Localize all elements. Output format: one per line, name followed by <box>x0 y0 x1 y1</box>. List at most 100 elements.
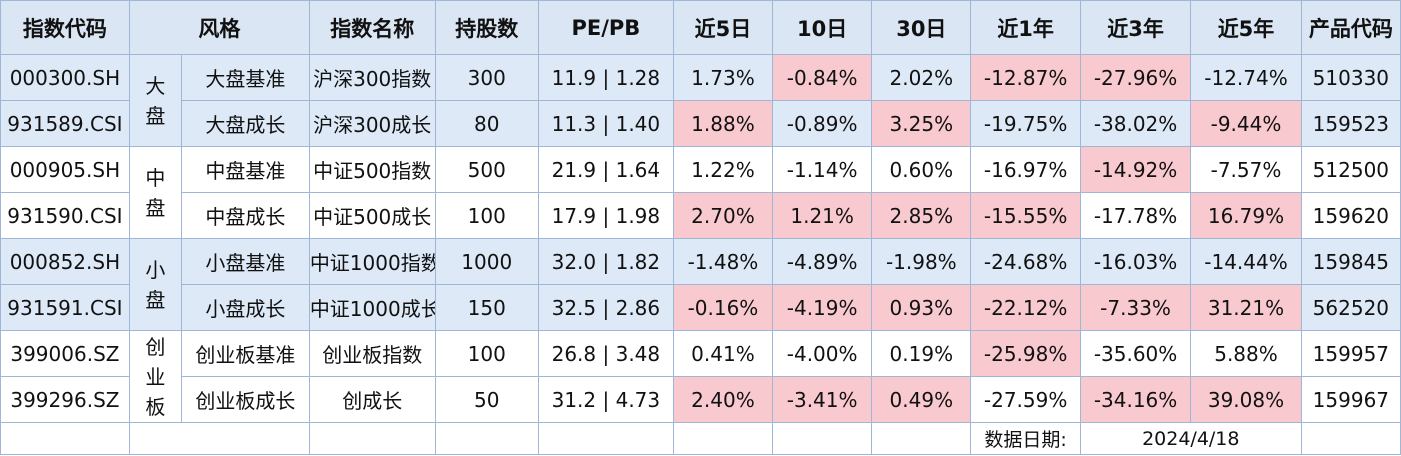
product-code: 562520 <box>1300 284 1401 331</box>
header-style: 风格 <box>128 0 310 55</box>
return-10d: -4.19% <box>772 284 873 331</box>
holdings: 100 <box>434 192 539 239</box>
header-3y: 近3年 <box>1079 0 1192 55</box>
pe-pb: 11.9 | 1.28 <box>537 54 674 101</box>
pe-pb: 32.0 | 1.82 <box>537 238 674 285</box>
return-1y: -24.68% <box>970 238 1081 285</box>
footer-row: 数据日期: 2024/4/18 <box>0 422 1401 455</box>
holdings: 100 <box>434 330 539 377</box>
footer-empty <box>128 422 310 455</box>
product-code: 159967 <box>1300 376 1401 423</box>
table-row: 399006.SZ 创 业 板 创业板基准 创业板指数 100 26.8 | 3… <box>0 330 1401 423</box>
table-row: 000300.SH 大 盘 大盘基准 沪深300指数 300 11.9 | 1.… <box>0 54 1401 147</box>
pe-pb: 26.8 | 3.48 <box>537 330 674 377</box>
return-30d: 0.49% <box>871 376 972 423</box>
header-holdings: 持股数 <box>434 0 539 55</box>
index-code: 000852.SH <box>0 238 130 285</box>
return-3y: -27.96% <box>1079 54 1192 101</box>
sub-style: 大盘基准 <box>180 54 310 101</box>
index-code: 931591.CSI <box>0 284 130 331</box>
table-row: 000905.SH 中 盘 中盘基准 中证500指数 500 21.9 | 1.… <box>0 146 1401 239</box>
return-3y: -16.03% <box>1079 238 1192 285</box>
pe-pb: 11.3 | 1.40 <box>537 100 674 147</box>
index-name: 创成长 <box>308 376 436 423</box>
index-name: 创业板指数 <box>308 330 436 377</box>
sub-style: 大盘成长 <box>180 100 310 147</box>
return-5d: 1.88% <box>672 100 774 147</box>
product-code: 510330 <box>1300 54 1401 101</box>
index-code: 931589.CSI <box>0 100 130 147</box>
style-group: 中 盘 <box>128 146 182 239</box>
return-1y: -15.55% <box>970 192 1081 239</box>
header-index-name: 指数名称 <box>308 0 436 55</box>
return-3y: -17.78% <box>1079 192 1192 239</box>
return-30d: 3.25% <box>871 100 972 147</box>
return-3y: -14.92% <box>1079 146 1192 193</box>
sub-style: 小盘基准 <box>180 238 310 285</box>
index-name: 中证1000指数 <box>308 238 436 285</box>
index-name: 沪深300成长 <box>308 100 436 147</box>
index-name: 中证500指数 <box>308 146 436 193</box>
pe-pb: 32.5 | 2.86 <box>537 284 674 331</box>
header-pe-pb: PE/PB <box>537 0 674 55</box>
return-10d: 1.21% <box>772 192 873 239</box>
footer-empty <box>434 422 539 455</box>
sub-style: 创业板成长 <box>180 376 310 423</box>
return-5d: 1.73% <box>672 54 774 101</box>
header-index-code: 指数代码 <box>0 0 130 55</box>
return-3y: -38.02% <box>1079 100 1192 147</box>
header-10d: 10日 <box>772 0 873 55</box>
table-row: 931589.CSI 大盘成长 沪深300成长 80 11.3 | 1.40 1… <box>0 100 1401 147</box>
holdings: 1000 <box>434 238 539 285</box>
data-date-value: 2024/4/18 <box>1079 422 1302 455</box>
return-5y: -14.44% <box>1190 238 1302 285</box>
header-5d: 近5日 <box>672 0 774 55</box>
product-code: 159620 <box>1300 192 1401 239</box>
return-30d: -1.98% <box>871 238 972 285</box>
return-5y: -7.57% <box>1190 146 1302 193</box>
footer-empty <box>871 422 972 455</box>
style-group: 小 盘 <box>128 238 182 331</box>
product-code: 512500 <box>1300 146 1401 193</box>
return-5y: 39.08% <box>1190 376 1302 423</box>
pe-pb: 21.9 | 1.64 <box>537 146 674 193</box>
return-5d: 0.41% <box>672 330 774 377</box>
return-30d: 0.19% <box>871 330 972 377</box>
pe-pb: 31.2 | 4.73 <box>537 376 674 423</box>
return-5d: 2.40% <box>672 376 774 423</box>
header-product-code: 产品代码 <box>1300 0 1401 55</box>
header-1y: 近1年 <box>970 0 1081 55</box>
return-30d: 0.60% <box>871 146 972 193</box>
index-name: 中证500成长 <box>308 192 436 239</box>
sub-style: 小盘成长 <box>180 284 310 331</box>
footer-empty <box>672 422 774 455</box>
footer-empty <box>537 422 674 455</box>
return-3y: -34.16% <box>1079 376 1192 423</box>
sub-style: 创业板基准 <box>180 330 310 377</box>
index-code: 000905.SH <box>0 146 130 193</box>
footer-empty <box>308 422 436 455</box>
return-10d: -1.14% <box>772 146 873 193</box>
index-code: 000300.SH <box>0 54 130 101</box>
return-3y: -7.33% <box>1079 284 1192 331</box>
return-5d: -1.48% <box>672 238 774 285</box>
style-group: 大 盘 <box>128 54 182 147</box>
return-5d: 2.70% <box>672 192 774 239</box>
pe-pb: 17.9 | 1.98 <box>537 192 674 239</box>
return-10d: -0.84% <box>772 54 873 101</box>
table-row: 399296.SZ 创业板成长 创成长 50 31.2 | 4.73 2.40%… <box>0 376 1401 423</box>
holdings: 50 <box>434 376 539 423</box>
header-row: 指数代码 风格 指数名称 持股数 PE/PB 近5日 10日 30日 近1年 近… <box>0 0 1401 55</box>
index-name: 中证1000成长 <box>308 284 436 331</box>
table-row: 000852.SH 小 盘 小盘基准 中证1000指数 1000 32.0 | … <box>0 238 1401 331</box>
return-1y: -12.87% <box>970 54 1081 101</box>
return-5y: -12.74% <box>1190 54 1302 101</box>
index-name: 沪深300指数 <box>308 54 436 101</box>
return-1y: -25.98% <box>970 330 1081 377</box>
product-code: 159523 <box>1300 100 1401 147</box>
return-30d: 2.02% <box>871 54 972 101</box>
holdings: 80 <box>434 100 539 147</box>
table-row: 931591.CSI 小盘成长 中证1000成长 150 32.5 | 2.86… <box>0 284 1401 331</box>
return-5d: 1.22% <box>672 146 774 193</box>
